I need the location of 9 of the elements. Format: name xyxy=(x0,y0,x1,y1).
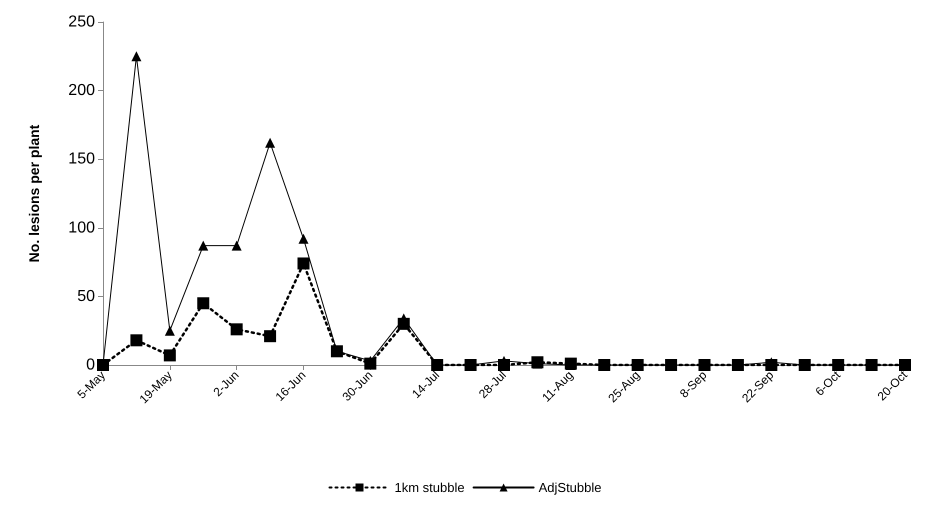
y-tick-label: 0 xyxy=(86,356,96,374)
y-tick-label: 50 xyxy=(77,288,96,305)
y-tick-label: 250 xyxy=(68,14,96,30)
legend-label: 1km stubble xyxy=(394,480,465,495)
legend-label: AdjStubble xyxy=(538,480,602,495)
y-tick-label: 200 xyxy=(68,82,96,100)
y-axis-title: No. lesions per plant xyxy=(26,124,42,262)
y-tick-label: 100 xyxy=(68,219,96,236)
y-tick-label: 150 xyxy=(68,150,96,168)
